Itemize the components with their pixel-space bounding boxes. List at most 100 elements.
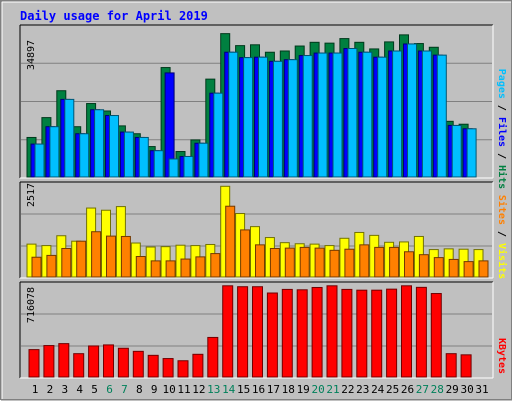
x-tick-label-9: 9 xyxy=(151,383,158,396)
pages-bar-day-6 xyxy=(109,115,119,178)
sites-bar-day-26 xyxy=(404,251,414,278)
chart-title: Daily usage for April 2019 xyxy=(20,9,208,23)
pages-bar-day-8 xyxy=(138,136,149,178)
sites-bar-day-27 xyxy=(418,254,429,278)
axis-label-part: KBytes xyxy=(496,338,507,374)
pages-bar-day-17 xyxy=(272,60,283,178)
x-tick-label-18: 18 xyxy=(282,383,295,396)
kbytes-bar-day-16 xyxy=(252,286,263,378)
x-tick-label-2: 2 xyxy=(47,383,54,396)
x-tick-label-4: 4 xyxy=(76,383,83,396)
kbytes-bar-day-20 xyxy=(311,286,323,378)
x-tick-label-5: 5 xyxy=(91,383,98,396)
kbytes-bar-day-24 xyxy=(371,289,383,378)
kbytes-bar-day-1 xyxy=(28,349,40,378)
axis-label-part: Sites xyxy=(496,195,508,225)
axis-label-part: Visits xyxy=(496,243,508,279)
kbytes-bar-day-28 xyxy=(430,293,442,378)
pages-bar-day-13 xyxy=(213,92,224,178)
pages-bar-day-21 xyxy=(332,52,343,178)
x-tick-label-14: 14 xyxy=(222,383,236,396)
kbytes-bar-day-29 xyxy=(445,353,457,378)
kbytes-bar-day-15 xyxy=(237,286,249,378)
pages-bar-day-23 xyxy=(362,51,373,178)
visits-sites-panel xyxy=(19,181,494,279)
axis-label-part: Files xyxy=(496,117,508,147)
x-tick-label-10: 10 xyxy=(162,383,175,396)
x-tick-label-13: 13 xyxy=(207,383,220,396)
kbytes-max-tick-label: 716078 xyxy=(26,287,37,323)
sites-bar-day-7 xyxy=(120,235,131,278)
pages-bar-day-19 xyxy=(302,55,313,178)
x-tick-label-29: 29 xyxy=(446,383,459,396)
kbytes-bar-day-26 xyxy=(401,285,412,378)
x-tick-label-1: 1 xyxy=(32,383,39,396)
x-tick-label-27: 27 xyxy=(416,383,429,396)
axis-label-part: Pages xyxy=(496,69,507,99)
sites-bar-day-2 xyxy=(46,254,57,278)
sites-bar-day-10 xyxy=(165,260,176,278)
sites-bar-day-21 xyxy=(329,249,340,278)
kbytes-bar-day-23 xyxy=(356,289,368,378)
kbytes-bar-day-25 xyxy=(386,288,398,378)
pages-bar-day-14 xyxy=(228,51,239,178)
pages-bar-day-28 xyxy=(436,54,447,178)
x-tick-label-19: 19 xyxy=(297,383,310,396)
x-tick-label-6: 6 xyxy=(106,383,113,396)
pages-bar-day-27 xyxy=(421,50,432,178)
x-tick-label-23: 23 xyxy=(356,383,369,396)
sites-bar-day-6 xyxy=(106,235,116,278)
kbytes-bar-day-9 xyxy=(147,354,159,378)
kbytes-bar-day-14 xyxy=(222,285,234,378)
x-axis-labels: 1 2 3 4 5 6 7 8 9 10 11 12 13 14 15 16 17 18 19 20 21 22 23 24 2… xyxy=(32,383,489,396)
x-tick-label-21: 21 xyxy=(326,383,339,396)
axis-label-part: / xyxy=(496,99,507,117)
axis-label-part: Hits xyxy=(496,165,508,189)
x-tick-label-7: 7 xyxy=(121,383,128,396)
sites-bar-day-16 xyxy=(255,244,265,278)
sites-bar-day-4 xyxy=(76,240,87,278)
x-tick-label-26: 26 xyxy=(401,383,414,396)
axis-label-part: / xyxy=(496,225,507,243)
axis-label-part: / xyxy=(496,147,507,165)
kbytes-bar-day-13 xyxy=(207,336,219,378)
x-tick-label-31: 31 xyxy=(475,383,488,396)
sites-bar-day-20 xyxy=(314,247,325,278)
hits-files-pages-panel xyxy=(19,24,494,179)
sites-bar-day-29 xyxy=(448,258,459,278)
kbytes-axis-label: KBytes xyxy=(496,338,507,374)
sites-bar-day-15 xyxy=(240,229,251,278)
x-tick-label-15: 15 xyxy=(237,383,250,396)
kbytes-bar-day-21 xyxy=(326,285,338,378)
kbytes-bar-day-27 xyxy=(415,286,427,378)
kbytes-panel xyxy=(19,281,494,379)
kbytes-bar-day-11 xyxy=(177,360,189,378)
kbytes-bar-day-12 xyxy=(192,353,204,378)
pages-bar-day-25 xyxy=(392,50,403,178)
sites-bar-day-18 xyxy=(284,247,295,278)
sites-bar-day-12 xyxy=(195,256,206,278)
pages-bar-day-16 xyxy=(258,56,268,178)
sites-bar-day-9 xyxy=(150,260,161,278)
sites-bar-day-11 xyxy=(180,258,191,278)
x-tick-label-22: 22 xyxy=(341,383,354,396)
kbytes-bar-day-17 xyxy=(266,292,278,378)
sites-bar-day-22 xyxy=(344,248,355,278)
pages-bar-day-12 xyxy=(198,142,209,178)
sites-bar-day-23 xyxy=(359,244,370,278)
sites-bar-day-30 xyxy=(463,261,474,278)
sites-visits-axis-label: Sites / Visits xyxy=(496,195,508,279)
visits-max-tick-label: 2517 xyxy=(26,183,37,207)
sites-bar-day-5 xyxy=(91,231,102,278)
x-tick-label-12: 12 xyxy=(192,383,205,396)
sites-bar-day-14 xyxy=(225,205,236,278)
x-tick-label-11: 11 xyxy=(177,383,190,396)
sites-bar-day-3 xyxy=(61,247,72,278)
pages-bar-day-1 xyxy=(34,143,45,178)
sites-bar-day-28 xyxy=(433,257,444,278)
x-tick-label-16: 16 xyxy=(252,383,265,396)
kbytes-bar-day-18 xyxy=(281,288,293,378)
x-tick-label-20: 20 xyxy=(311,383,324,396)
kbytes-bar-day-4 xyxy=(73,353,85,378)
sites-bar-day-13 xyxy=(210,253,221,278)
